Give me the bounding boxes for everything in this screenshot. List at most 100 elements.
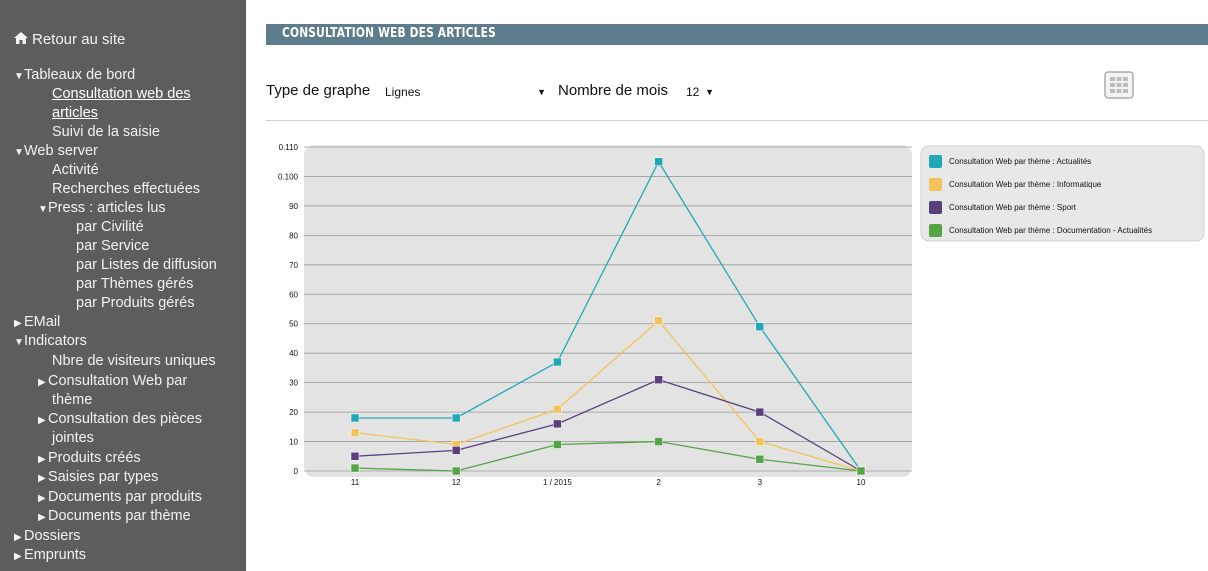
data-point[interactable]: [350, 428, 360, 437]
sidebar-item[interactable]: ▶ Documents par produits: [38, 488, 202, 508]
divider: [266, 120, 1208, 121]
sidebar-item-label: par Thèmes gérés: [76, 276, 194, 292]
legend-label: Consultation Web par thème : Informatiqu…: [949, 180, 1102, 189]
sidebar-item[interactable]: ▼Press : articles lus: [38, 199, 166, 219]
data-point[interactable]: [654, 316, 663, 326]
sidebar-item[interactable]: Recherches effectuées: [52, 180, 200, 199]
x-tick-label: 1 / 2015: [543, 478, 572, 487]
caret-down-icon: ▼: [14, 71, 24, 82]
sidebar-item[interactable]: ▶ Consultation des pièces: [38, 410, 202, 430]
data-point[interactable]: [451, 446, 461, 455]
sidebar-item[interactable]: ▼Web server: [14, 142, 98, 162]
data-point[interactable]: [654, 157, 663, 166]
legend-swatch: [929, 224, 942, 237]
x-tick-label: 12: [452, 478, 461, 487]
sidebar-item-label: Web server: [24, 143, 98, 159]
sidebar-item-label: Consultation web des: [52, 86, 191, 102]
y-tick-label: 20: [289, 408, 298, 417]
sidebar-item[interactable]: ▶ Documents par thème: [38, 507, 191, 527]
sidebar-item[interactable]: Nbre de visiteurs uniques: [52, 352, 216, 371]
x-tick-label: 10: [857, 478, 866, 487]
data-point[interactable]: [654, 375, 663, 384]
data-point[interactable]: [553, 440, 562, 449]
data-point[interactable]: [553, 404, 562, 414]
sidebar-item[interactable]: par Listes de diffusion: [76, 256, 217, 275]
caret-down-icon: ▼: [14, 337, 24, 348]
data-point[interactable]: [856, 466, 866, 476]
series-line: [355, 160, 862, 472]
sidebar-item[interactable]: par Thèmes gérés: [76, 275, 193, 294]
sidebar-item[interactable]: thème: [52, 391, 92, 410]
data-point[interactable]: [350, 452, 360, 461]
sidebar-item[interactable]: jointes: [52, 429, 94, 448]
caret-right-icon: ▶: [14, 318, 22, 329]
caret-right-icon: ▶: [38, 473, 46, 484]
y-tick-label: 0: [294, 467, 299, 476]
sidebar-item[interactable]: ▼Tableaux de bord: [14, 66, 135, 86]
sidebar-item[interactable]: par Civilité: [76, 218, 144, 237]
data-point[interactable]: [755, 437, 765, 446]
y-tick-label: 80: [289, 231, 298, 240]
legend-swatch: [929, 155, 942, 168]
x-tick-label: 11: [351, 478, 360, 487]
sidebar: Retour au site ▼Tableaux de bord Consulta…: [0, 0, 246, 571]
months-value: 12: [686, 85, 700, 99]
sidebar-item[interactable]: Activité: [52, 161, 99, 180]
sidebar-item-label: Documents par thème: [48, 508, 191, 524]
sidebar-item-label: par Listes de diffusion: [76, 257, 217, 273]
graph-type-select[interactable]: Lignes ▼: [380, 82, 553, 100]
y-tick-label: 60: [289, 290, 298, 299]
plot-background: [304, 145, 912, 477]
sidebar-item[interactable]: par Produits gérés: [76, 294, 194, 313]
data-point[interactable]: [451, 413, 461, 423]
y-tick-label: 30: [289, 379, 298, 388]
data-point[interactable]: [553, 419, 562, 429]
caret-right-icon: ▶: [38, 415, 46, 426]
y-tick-label: 40: [289, 349, 298, 358]
series-line: [354, 378, 862, 472]
caret-right-icon: ▶: [14, 532, 22, 543]
caret-down-icon: ▼: [14, 147, 24, 158]
grid-table-icon[interactable]: [1104, 71, 1134, 99]
sidebar-item[interactable]: articles: [52, 104, 98, 123]
data-point[interactable]: [451, 466, 461, 476]
chevron-down-icon: ▼: [705, 87, 714, 97]
data-point[interactable]: [350, 413, 360, 423]
sidebar-item[interactable]: ▶ Consultation Web par: [38, 372, 187, 392]
legend-swatch: [929, 201, 942, 214]
caret-down-icon: ▼: [38, 204, 48, 215]
data-point[interactable]: [350, 463, 360, 473]
sidebar-item[interactable]: Suivi de la saisie: [52, 123, 160, 142]
sidebar-item-label: Documents par produits: [48, 489, 202, 505]
sidebar-item[interactable]: ▼Indicators: [14, 332, 87, 352]
y-tick-label: 0.100: [278, 172, 299, 181]
sidebar-item[interactable]: ▶ Dossiers: [14, 527, 80, 547]
back-to-site-label: Retour au site: [32, 31, 126, 48]
sidebar-item-label: Consultation Web par: [48, 373, 188, 389]
back-to-site-link[interactable]: Retour au site: [14, 30, 125, 49]
data-point[interactable]: [755, 407, 765, 417]
sidebar-item-label: Consultation des pièces: [48, 411, 202, 427]
y-tick-label: 70: [289, 261, 298, 270]
data-point[interactable]: [553, 357, 562, 367]
graph-type-label: Type de graphe: [266, 82, 371, 99]
months-select[interactable]: 12 ▼: [681, 82, 721, 100]
data-point[interactable]: [654, 437, 663, 446]
caret-right-icon: ▶: [14, 551, 22, 562]
sidebar-item[interactable]: ▶ Saisies par types: [38, 468, 158, 488]
sidebar-item[interactable]: Consultation web des: [52, 85, 191, 104]
sidebar-item-label: Saisies par types: [48, 469, 159, 485]
line-chart: 0 10 20 30 40 50 60 70 80 90 0.100 0.110 11 12 1 / 201…: [278, 143, 1205, 487]
data-point[interactable]: [755, 454, 765, 464]
legend-label: Consultation Web par thème : Sport: [949, 203, 1077, 212]
sidebar-item[interactable]: par Service: [76, 237, 149, 256]
sidebar-item[interactable]: ▶ Emprunts: [14, 546, 86, 566]
series-line: [354, 319, 862, 472]
sidebar-item-label: par Service: [76, 238, 150, 254]
sidebar-item[interactable]: ▶ EMail: [14, 313, 60, 333]
sidebar-item-label: Activité: [52, 162, 99, 178]
series-line: [354, 440, 862, 472]
x-tick-label: 3: [758, 478, 763, 487]
data-point[interactable]: [755, 322, 765, 331]
sidebar-item[interactable]: ▶ Produits créés: [38, 449, 141, 469]
